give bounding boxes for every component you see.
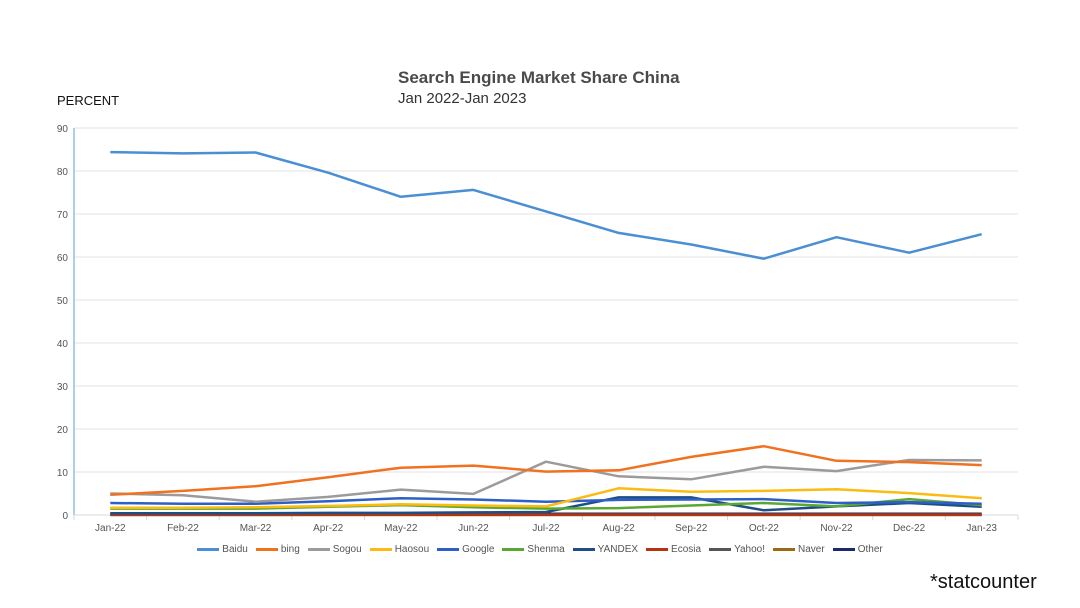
y-tick-label: 80 bbox=[57, 167, 69, 178]
legend-item-haosou[interactable]: Haosou bbox=[369, 544, 430, 555]
legend-item-sogou[interactable]: Sogou bbox=[307, 544, 362, 555]
legend-item-shenma[interactable]: Shenma bbox=[502, 544, 565, 555]
legend-item-yandex[interactable]: YANDEX bbox=[572, 544, 639, 555]
x-tick-label: Oct-22 bbox=[749, 523, 779, 534]
legend-swatch-icon bbox=[502, 548, 525, 551]
chart-legend: Baidu bing Sogou Haosou Google Shenma YANDEX Ec… bbox=[0, 544, 1080, 555]
x-tick-label: May-22 bbox=[384, 523, 418, 534]
legend-swatch-icon bbox=[255, 548, 278, 551]
legend-item-other[interactable]: Other bbox=[832, 544, 883, 555]
legend-label: Baidu bbox=[222, 544, 248, 555]
y-tick-label: 10 bbox=[57, 468, 69, 479]
legend-label: Other bbox=[857, 544, 883, 555]
series-line-haosou bbox=[110, 487, 982, 509]
series-lines bbox=[110, 150, 983, 517]
statcounter-watermark: *statcounter bbox=[930, 571, 1037, 593]
legend-item-naver[interactable]: Naver bbox=[773, 544, 825, 555]
legend-item-yahoo[interactable]: Yahoo! bbox=[709, 544, 765, 555]
x-tick-label: Jan-23 bbox=[966, 523, 997, 534]
legend-label: Naver bbox=[798, 544, 825, 555]
legend-swatch-icon bbox=[572, 548, 595, 551]
y-tick-label: 30 bbox=[57, 382, 69, 393]
legend-swatch-icon bbox=[437, 548, 460, 551]
x-tick-label: Apr-22 bbox=[313, 523, 343, 534]
legend-swatch-icon bbox=[197, 548, 220, 551]
series-line-google bbox=[110, 496, 982, 506]
legend-swatch-icon bbox=[307, 548, 330, 551]
x-tick-label: Aug-22 bbox=[602, 523, 635, 534]
x-tick-label: Jun-22 bbox=[458, 523, 489, 534]
legend-swatch-icon bbox=[832, 548, 855, 551]
y-tick-label: 50 bbox=[57, 296, 69, 307]
legend-swatch-icon bbox=[646, 548, 669, 551]
legend-label: YANDEX bbox=[597, 544, 639, 555]
y-tick-label: 70 bbox=[57, 210, 69, 221]
series-line-baidu bbox=[110, 150, 983, 260]
series-line-shenma bbox=[110, 497, 982, 510]
y-axis-label: PERCENT bbox=[57, 93, 120, 108]
x-tick-label: Mar-22 bbox=[240, 523, 272, 534]
legend-item-baidu[interactable]: Baidu bbox=[197, 544, 248, 555]
legend-label: bing bbox=[280, 544, 300, 555]
legend-label: Sogou bbox=[332, 544, 362, 555]
x-tick-label: Jan-22 bbox=[95, 523, 126, 534]
legend-label: Shenma bbox=[527, 544, 565, 555]
x-tick-label: Sep-22 bbox=[675, 523, 708, 534]
legend-item-google[interactable]: Google bbox=[437, 544, 494, 555]
series-line-sogou bbox=[110, 458, 982, 503]
x-tick-label: Jul-22 bbox=[532, 523, 560, 534]
chart-title: Search Engine Market Share China bbox=[398, 68, 680, 87]
legend-item-ecosia[interactable]: Ecosia bbox=[646, 544, 701, 555]
chart-subtitle: Jan 2022-Jan 2023 bbox=[398, 90, 527, 107]
legend-label: Google bbox=[462, 544, 495, 555]
y-tick-label: 60 bbox=[57, 253, 69, 264]
x-tick-label: Dec-22 bbox=[893, 523, 926, 534]
y-tick-label: 0 bbox=[62, 511, 68, 522]
x-axis-ticks: Jan-22 Feb-22 Mar-22 Apr-22 May-22 Jun-22 Jul-… bbox=[73, 515, 1019, 534]
legend-swatch-icon bbox=[773, 548, 796, 551]
x-tick-label: Feb-22 bbox=[167, 523, 199, 534]
legend-label: Yahoo! bbox=[734, 544, 766, 555]
legend-label: Ecosia bbox=[671, 544, 702, 555]
y-tick-label: 20 bbox=[57, 425, 69, 436]
legend-item-bing[interactable]: bing bbox=[255, 544, 300, 555]
y-tick-label: 40 bbox=[57, 339, 69, 350]
series-line-bing bbox=[110, 444, 982, 497]
y-tick-label: 90 bbox=[57, 124, 69, 135]
x-tick-label: Nov-22 bbox=[820, 523, 853, 534]
legend-swatch-icon bbox=[709, 548, 732, 551]
legend-label: Haosou bbox=[394, 544, 430, 555]
gridlines bbox=[74, 127, 1018, 473]
legend-swatch-icon bbox=[369, 548, 392, 551]
y-axis-ticks: 0 10 20 30 40 50 60 70 80 90 bbox=[57, 124, 69, 522]
